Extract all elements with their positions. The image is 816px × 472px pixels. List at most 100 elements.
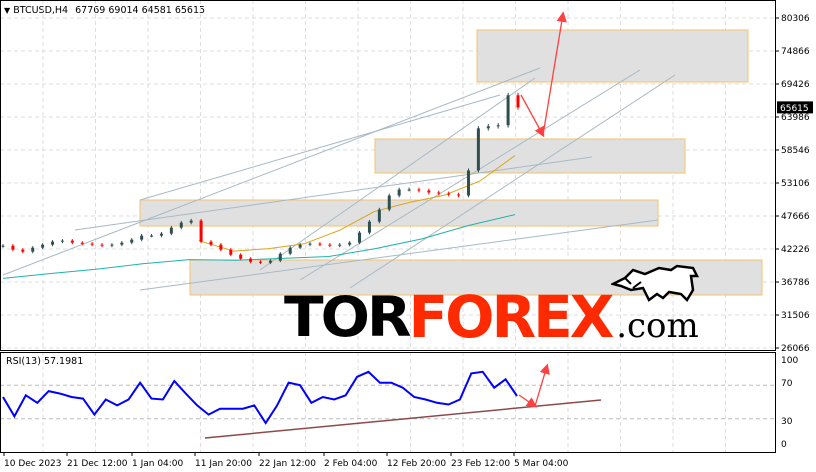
candle [179,222,183,228]
logo-forex: FOREX [408,283,615,351]
candle [120,242,124,245]
rsi-tick-label: 0 [781,440,787,450]
trendline [299,69,641,281]
support-resistance-zone [476,29,749,83]
trendline [2,67,541,276]
bull-icon [611,264,700,303]
time-tick-label: 1 Jan 04:00 [132,459,184,469]
candle [318,243,322,245]
candle [486,126,490,129]
candle [397,189,401,196]
candle [189,220,193,223]
price-tick-label: 53106 [781,179,810,189]
candle [298,244,302,248]
candle [90,243,94,245]
candle [41,244,45,248]
time-tick-label: 23 Feb 12:00 [451,459,510,469]
price-tick-label: 31506 [781,311,810,321]
candle [417,189,421,191]
candle [407,189,411,191]
candle [169,227,173,234]
ma-fast-line [198,155,516,252]
price-tick-label: 47666 [781,212,810,222]
trendline [74,156,593,231]
rsi-panel-border [0,352,776,453]
candle [100,244,104,246]
candle [367,221,371,233]
candle [259,261,262,263]
candle [466,170,470,196]
candle [239,254,243,259]
candle [199,220,203,242]
time-tick-label: 11 Jan 20:00 [195,459,252,469]
symbol-label: BTCUSD,H4 [13,5,69,16]
candle [249,258,253,262]
candle [387,195,391,210]
candle [427,190,431,193]
support-resistance-zone [139,199,659,227]
rsi-forecast-arrow [518,394,538,408]
candle [60,240,64,242]
support-resistance-zone [374,138,686,174]
time-tick-label: 5 Mar 04:00 [514,459,569,469]
trendline [139,219,659,291]
candle [140,235,144,240]
time-tick-label: 12 Feb 20:00 [387,459,446,469]
trendline [349,74,676,289]
candle [506,95,510,126]
candle [31,247,35,252]
price-tick-label: 80306 [781,14,810,24]
rsi-title: RSI(13) 57.1981 [6,356,84,367]
trendline [259,77,536,271]
candle [457,194,461,196]
candle [288,247,292,254]
candle [1,245,5,247]
candle [377,209,381,222]
time-tick-label: 21 Dec 12:00 [67,459,128,469]
candle [229,249,233,255]
price-tick-label: 74866 [781,47,810,57]
rsi-line [2,370,518,425]
price-tick-label: 58546 [781,146,810,156]
trendline [139,94,501,201]
candle [80,242,84,244]
candle [447,193,451,195]
candle [268,260,272,263]
torforex-logo: TOR FOREX .com [284,264,701,351]
candle [278,253,282,261]
candle [348,242,352,245]
time-tick-label: 10 Dec 2023 [4,459,62,469]
candle [338,244,342,246]
candle [11,245,15,250]
current-price-label: 65615 [780,104,809,114]
candle [21,249,25,252]
candle [219,244,223,250]
forecast-arrow [542,11,567,136]
price-tick-label: 69426 [781,80,810,90]
candle [308,243,312,245]
price-tick-label: 63986 [781,113,810,123]
candle [496,125,500,127]
candle [130,239,134,243]
logo-tor: TOR [284,284,412,350]
candle [209,241,213,245]
forecast-arrow [520,94,545,138]
candle [358,232,362,243]
candle [159,233,163,236]
chart-title: ▼ BTCUSD,H4 67769 69014 64581 65615 [4,5,205,16]
price-tick-label: 42226 [781,245,810,255]
rsi-forecast-arrow [534,363,550,407]
rsi-tick-label: 100 [781,356,798,366]
candle [110,244,114,246]
triangle-down-icon[interactable]: ▼ [4,6,11,15]
price-tick-label: 26066 [781,344,810,354]
candle [70,240,74,243]
rsi-tick-label: 30 [781,417,793,427]
logo-com: .com [616,306,699,346]
price-tick-label: 36786 [781,278,810,288]
candle [437,192,441,194]
ohlc-label: 67769 69014 64581 65615 [75,5,206,16]
candle [476,128,480,171]
candle [516,95,520,108]
